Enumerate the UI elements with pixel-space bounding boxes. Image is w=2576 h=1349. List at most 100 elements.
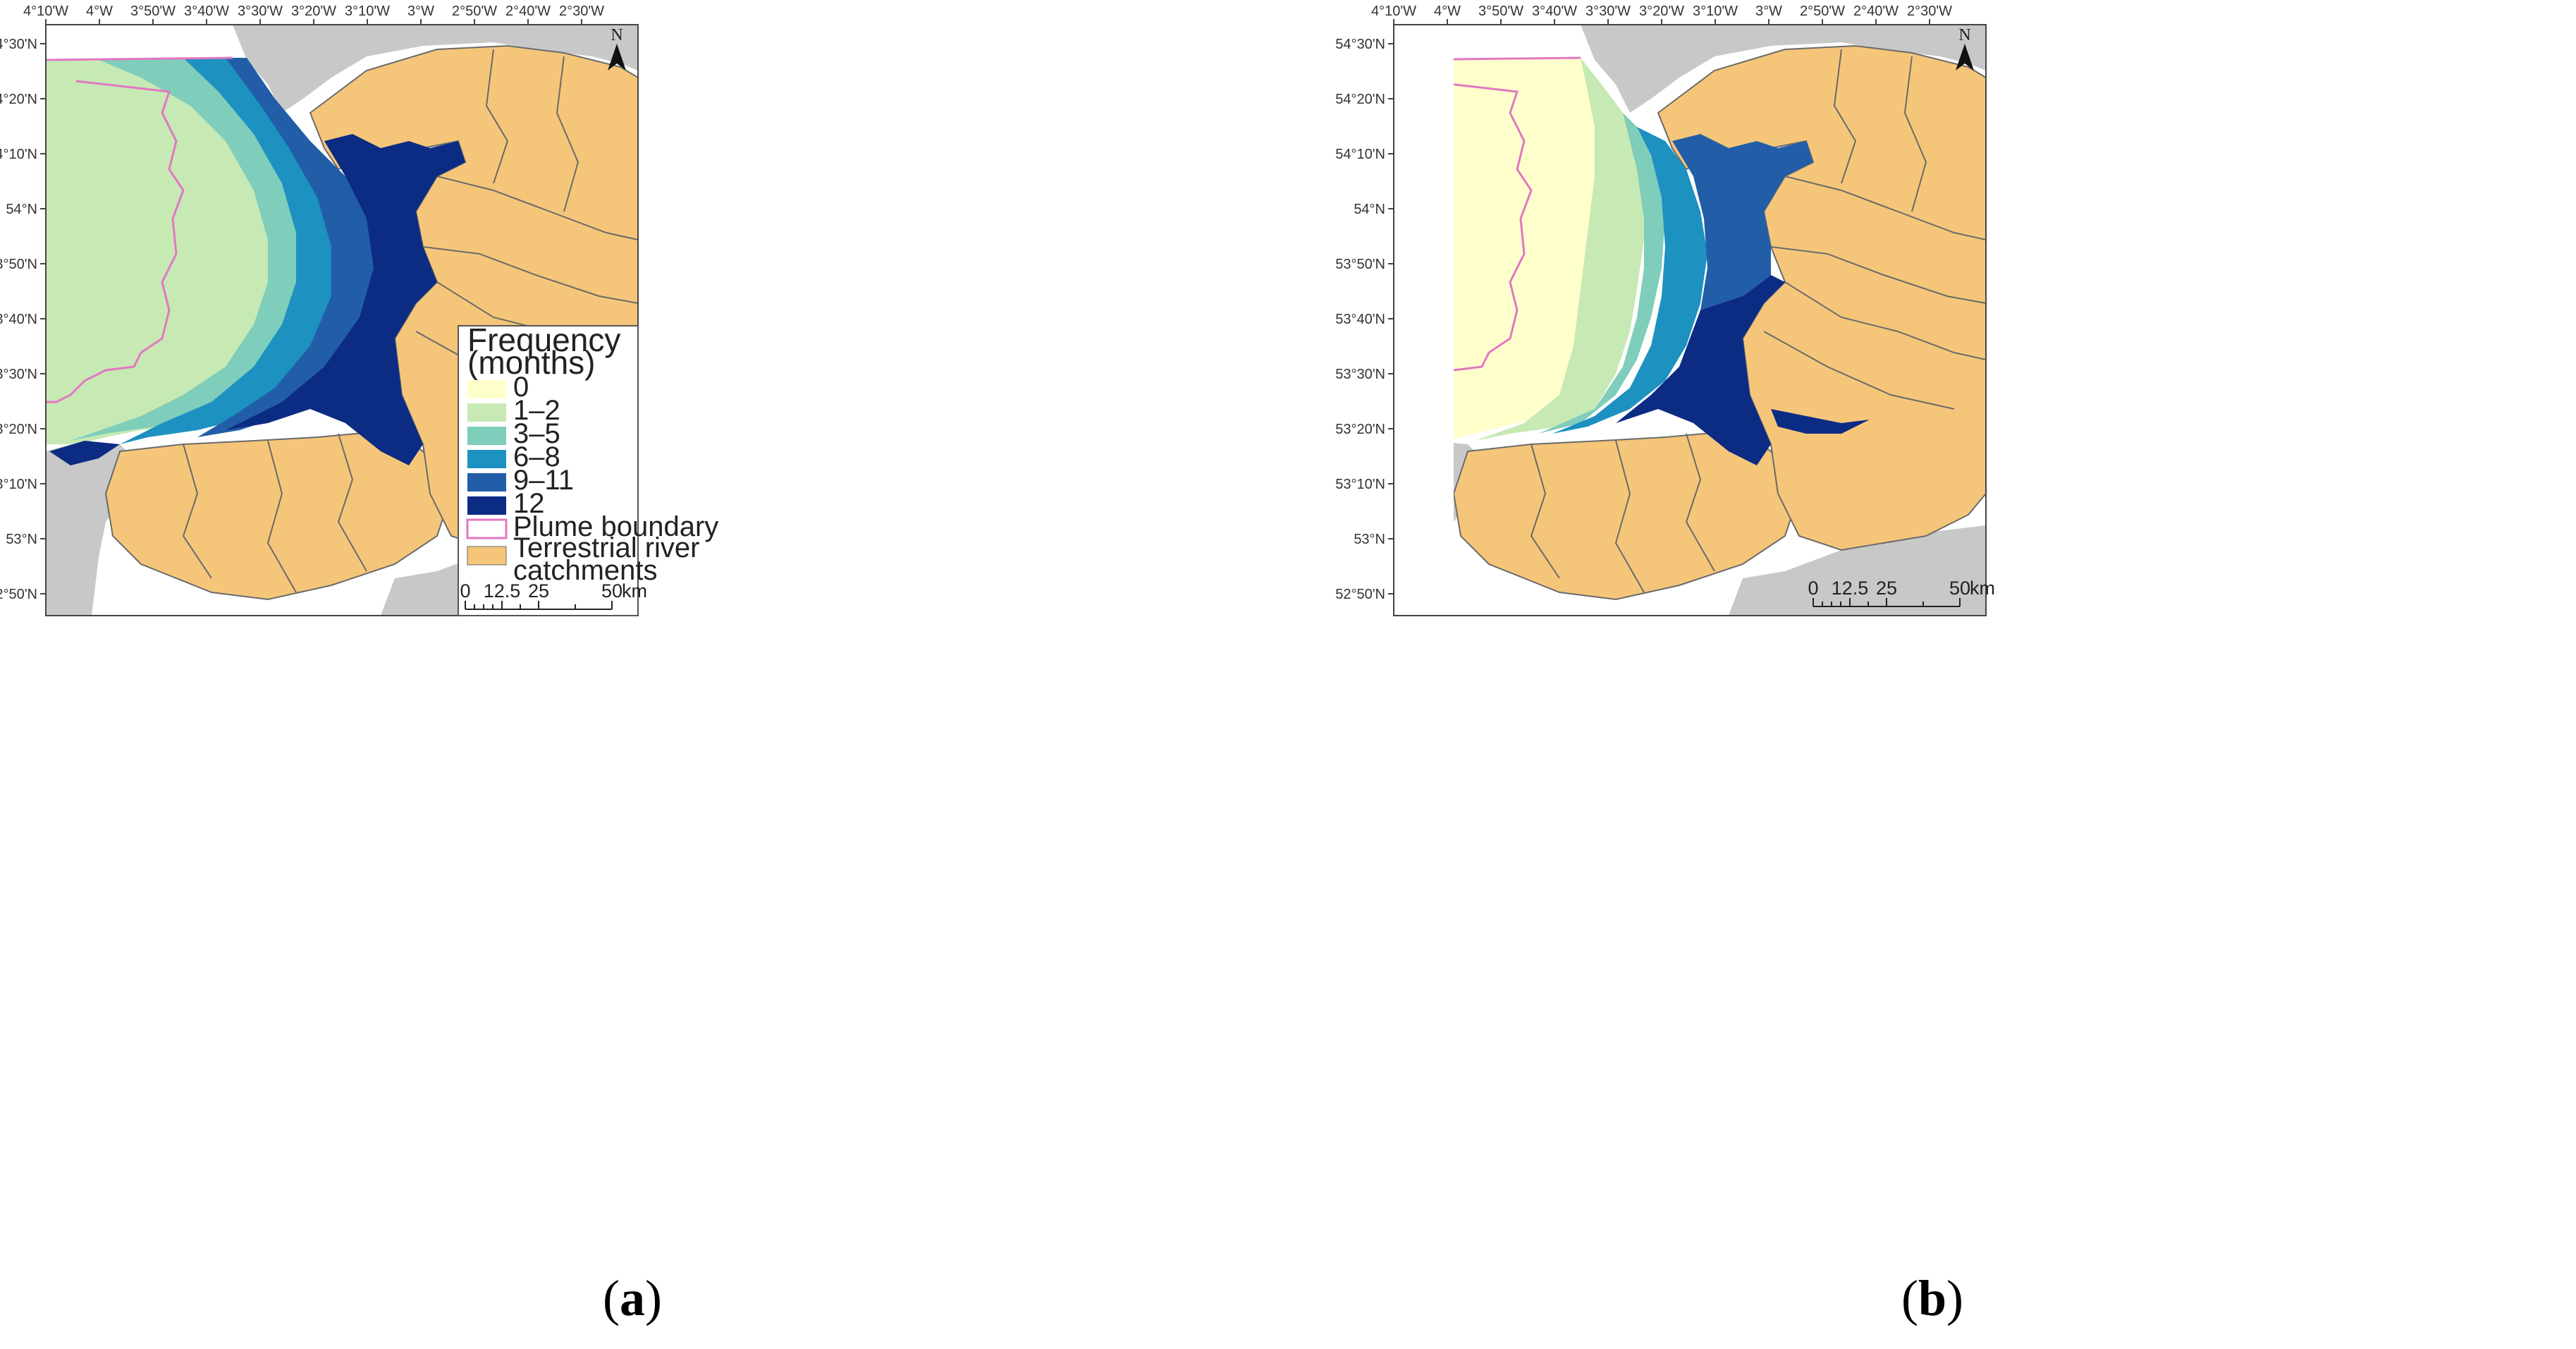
map-a-catchment-west xyxy=(104,429,453,601)
map-b-top-tick-label: 4°10'W xyxy=(1371,4,1416,19)
map-b-other-land-north xyxy=(1581,25,1986,113)
map-b-left-tick-label: 53°40'N xyxy=(1335,312,1385,327)
scale-bar-label: 50 xyxy=(1949,578,1970,599)
map-a-top-tick-label: 2°30'W xyxy=(559,4,604,19)
map-a-zone-12 xyxy=(226,134,465,465)
map-b-left-tick-label: 54°10'N xyxy=(1335,147,1385,162)
map-panel-a: 4°10'W 4°W 3°50'W 3°40'W 3°30'W 3°20'W 3… xyxy=(0,4,718,1326)
map-a-svg: 4°10'W 4°W 3°50'W 3°40'W 3°30'W 3°20'W 3… xyxy=(0,4,718,616)
legend-label-catchments-line2: catchments xyxy=(513,555,658,586)
map-b-other-land-southeast xyxy=(1729,525,1986,616)
legend-swatch-3 xyxy=(467,450,506,468)
map-b-plume-boundary xyxy=(1454,56,1581,372)
map-a-top-tick-label: 3°30'W xyxy=(238,4,283,19)
map-a-legend: Frequency (months) 0 1–2 3–5 6–8 9–11 12… xyxy=(458,322,718,616)
map-a-left-tick-label: 53°20'N xyxy=(0,422,37,437)
map-a-top-tick-label: 3°W xyxy=(407,4,434,19)
map-a-top-tick-marks xyxy=(45,19,582,25)
map-b-left-tick-label: 52°50'N xyxy=(1335,587,1385,602)
legend-swatch-2 xyxy=(467,427,506,445)
map-a-left-tick-label: 52°50'N xyxy=(0,587,37,602)
map-a-zone-12-southwest xyxy=(49,441,120,465)
map-b-left-tick-label: 53°10'N xyxy=(1335,477,1385,492)
legend-label-2: 3–5 xyxy=(513,418,560,449)
map-b-top-tick-label: 2°30'W xyxy=(1907,4,1952,19)
legend-swatch-5 xyxy=(467,496,506,515)
map-b-top-tick-label: 3°W xyxy=(1755,4,1782,19)
map-b-top-tick-label: 3°20'W xyxy=(1639,4,1684,19)
map-b-top-tick-label: 3°40'W xyxy=(1532,4,1577,19)
legend-swatch-plume-boundary xyxy=(466,518,508,539)
map-a-left-tick-label: 54°N xyxy=(6,202,37,217)
legend-label-3: 6–8 xyxy=(513,441,560,472)
map-a-north-arrow-icon: N xyxy=(608,26,626,71)
map-a-left-tick-labels: 54°30'N 54°20'N 54°10'N 54°N 53°50'N 53°… xyxy=(0,37,37,602)
legend-label-1: 1–2 xyxy=(513,395,560,426)
scale-bar-label: 0 xyxy=(460,580,470,602)
map-b-scale-bar: 0 12.5 25 50 km xyxy=(1808,578,1995,607)
map-a-left-tick-label: 53°30'N xyxy=(0,367,37,382)
map-a-top-tick-label: 2°40'W xyxy=(505,4,551,19)
legend-label-5: 12 xyxy=(513,488,545,519)
legend-title-line2: (months) xyxy=(467,344,595,381)
map-a-scale-bar: 0 12.5 25 50 km xyxy=(460,580,647,610)
scale-bar-label: 0 xyxy=(1808,578,1818,599)
map-a-top-tick-label: 3°10'W xyxy=(345,4,390,19)
map-b-left-tick-marks xyxy=(1388,43,1394,594)
scale-bar-unit: km xyxy=(622,580,647,602)
map-a-plume-boundary xyxy=(46,56,233,403)
map-b-zone-6-8 xyxy=(1552,127,1707,434)
legend-swatch-catchments xyxy=(467,546,507,566)
map-b-left-tick-label: 53°50'N xyxy=(1335,257,1385,272)
map-b-zone-9-11 xyxy=(1672,134,1813,353)
map-b-left-tick-label: 53°30'N xyxy=(1335,367,1385,382)
map-b-top-tick-label: 4°W xyxy=(1434,4,1461,19)
scale-bar-unit: km xyxy=(1970,578,1995,599)
legend-label-catchments-line1: Terrestrial river xyxy=(513,532,699,563)
scale-bar-label: 25 xyxy=(1876,578,1897,599)
map-b-north-arrow-icon: N xyxy=(1956,26,1974,71)
map-a-left-tick-label: 53°40'N xyxy=(0,312,37,327)
legend-title-line1: Frequency xyxy=(467,322,620,358)
map-b-catchment-west xyxy=(1454,429,1801,601)
map-b-zone-3-5 xyxy=(1538,113,1665,434)
map-b-frame xyxy=(1393,24,1987,616)
scale-bar-label: 12.5 xyxy=(1832,578,1869,599)
map-a-other-land-north xyxy=(233,25,638,113)
map-a-top-tick-label: 3°50'W xyxy=(130,4,176,19)
panel-a-caption: (a) xyxy=(603,1270,662,1326)
map-b-zone-12-east xyxy=(1771,409,1870,434)
map-b-left-tick-label: 54°30'N xyxy=(1335,37,1385,52)
map-a-top-tick-labels: 4°10'W 4°W 3°50'W 3°40'W 3°30'W 3°20'W 3… xyxy=(23,4,604,19)
map-a-top-tick-label: 3°20'W xyxy=(291,4,336,19)
map-panel-b: 4°10'W 4°W 3°50'W 3°40'W 3°30'W 3°20'W 3… xyxy=(1288,0,2576,1349)
legend-swatch-1 xyxy=(467,403,506,422)
map-b-left-tick-label: 53°20'N xyxy=(1335,422,1385,437)
panel-b-caption: (b) xyxy=(1901,1270,1964,1326)
map-a-top-tick-label: 2°50'W xyxy=(452,4,497,19)
map-a-top-tick-label: 4°W xyxy=(86,4,113,19)
panel-b-caption-letter: b xyxy=(1918,1270,1947,1326)
map-b-top-tick-label: 2°50'W xyxy=(1800,4,1845,19)
map-a-north-label: N xyxy=(611,26,622,44)
map-b-svg: 4°10'W 4°W 3°50'W 3°40'W 3°30'W 3°20'W 3… xyxy=(1335,4,1995,616)
map-a-frame xyxy=(45,24,639,616)
map-a-left-tick-label: 54°20'N xyxy=(0,92,37,107)
map-b-zone-1-2 xyxy=(1475,58,1644,441)
legend-swatch-4 xyxy=(467,473,506,492)
legend-label-4: 9–11 xyxy=(513,465,574,496)
legend-label-plume-boundary: Plume boundary xyxy=(513,511,718,542)
map-b-top-tick-label: 3°50'W xyxy=(1478,4,1523,19)
map-a-left-tick-label: 54°30'N xyxy=(0,37,37,52)
map-a-left-tick-marks xyxy=(40,43,46,594)
map-b-top-tick-label: 2°40'W xyxy=(1853,4,1899,19)
map-b-north-label: N xyxy=(1958,26,1970,44)
map-a-left-tick-label: 54°10'N xyxy=(0,147,37,162)
panel-a-caption-letter: a xyxy=(619,1270,645,1326)
map-b-zone-12 xyxy=(1616,275,1785,465)
map-a-top-tick-label: 3°40'W xyxy=(184,4,229,19)
map-a-left-tick-label: 53°50'N xyxy=(0,257,37,272)
map-b-top-tick-label: 3°10'W xyxy=(1693,4,1738,19)
map-b-left-tick-label: 54°20'N xyxy=(1335,92,1385,107)
map-a-legend-box xyxy=(458,325,639,616)
